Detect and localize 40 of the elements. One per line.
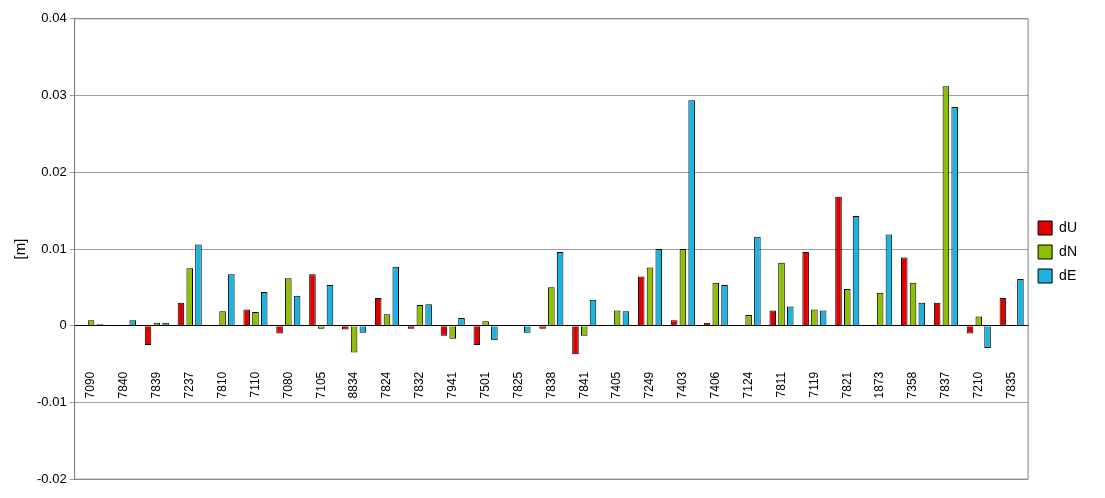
x-tick-label: 7841 bbox=[576, 371, 591, 399]
x-tick-label: 7840 bbox=[116, 371, 131, 399]
x-tick-label: 7839 bbox=[149, 371, 164, 399]
x-tick-label: 7941 bbox=[445, 371, 460, 399]
x-tick-label: 7210 bbox=[971, 371, 986, 399]
x-tick-label: 7821 bbox=[839, 371, 854, 399]
x-tick-label: 8834 bbox=[346, 371, 361, 399]
x-tick-label: 7249 bbox=[642, 371, 657, 399]
x-tick-label: 7124 bbox=[740, 371, 755, 399]
x-tick-label: 7105 bbox=[313, 371, 328, 399]
y-tick-label: -0.01 bbox=[36, 394, 67, 410]
x-tick-label: 7405 bbox=[609, 371, 624, 399]
x-tick-label: 7810 bbox=[214, 371, 229, 399]
x-tick-label: 7837 bbox=[938, 371, 953, 399]
y-tick-label: 0 bbox=[59, 317, 67, 333]
x-tick-label: 7825 bbox=[510, 371, 525, 399]
legend-label: dU bbox=[1059, 218, 1078, 235]
y-tick-label: 0.02 bbox=[41, 163, 67, 179]
y-tick-label: 0.04 bbox=[41, 10, 67, 26]
y-tick-label: 0.03 bbox=[41, 87, 67, 103]
x-tick-label: 7811 bbox=[773, 371, 788, 398]
x-tick-label: 7403 bbox=[675, 371, 690, 399]
x-tick-label: 7237 bbox=[182, 371, 197, 399]
x-tick-label: 7835 bbox=[1003, 371, 1018, 399]
x-tick-label: 7080 bbox=[280, 371, 295, 399]
x-tick-label: 7406 bbox=[708, 371, 723, 399]
x-tick-label: 7501 bbox=[477, 371, 492, 399]
x-tick-label: 7824 bbox=[379, 371, 394, 399]
x-tick-label: 7090 bbox=[83, 371, 98, 399]
x-tick-label: 7358 bbox=[905, 371, 920, 399]
y-tick-label: 0.01 bbox=[41, 240, 67, 256]
y-axis-title: [m] bbox=[11, 238, 29, 260]
legend-label: dE bbox=[1059, 266, 1077, 283]
x-tick-label: 1873 bbox=[872, 371, 887, 399]
x-tick-label: 7832 bbox=[412, 371, 427, 399]
x-tick-label: 7119 bbox=[806, 371, 821, 398]
legend-label: dN bbox=[1059, 242, 1078, 259]
y-tick-label: -0.02 bbox=[36, 470, 67, 486]
x-tick-label: 7110 bbox=[247, 371, 262, 398]
x-tick-label: 7838 bbox=[543, 371, 558, 399]
